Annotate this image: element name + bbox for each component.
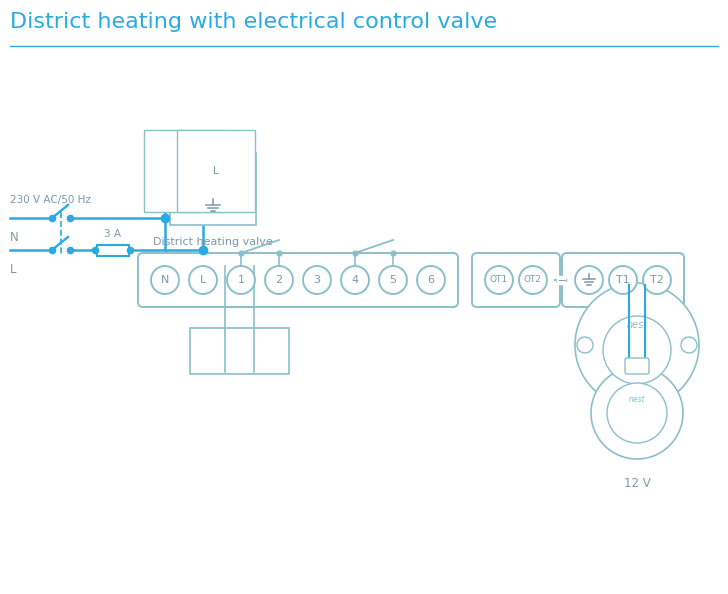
Text: N: N	[180, 166, 188, 176]
Circle shape	[265, 266, 293, 294]
Text: T2: T2	[650, 275, 664, 285]
Text: L: L	[213, 166, 219, 176]
Text: N: N	[10, 231, 19, 244]
Circle shape	[189, 266, 217, 294]
FancyBboxPatch shape	[138, 253, 458, 307]
Circle shape	[341, 266, 369, 294]
Text: Input power: Input power	[204, 345, 275, 358]
Text: 3: 3	[314, 275, 320, 285]
Text: nest: nest	[626, 320, 648, 330]
Circle shape	[577, 337, 593, 353]
Text: OT1: OT1	[490, 276, 508, 285]
Text: 5: 5	[389, 275, 397, 285]
Circle shape	[591, 367, 683, 459]
Circle shape	[575, 283, 699, 407]
Text: 4: 4	[352, 275, 359, 285]
Text: N: N	[161, 275, 169, 285]
Text: 1: 1	[237, 275, 245, 285]
Circle shape	[379, 266, 407, 294]
Circle shape	[603, 316, 671, 384]
Text: District heating valve: District heating valve	[153, 237, 273, 247]
Text: 12 V: 12 V	[624, 477, 650, 490]
Text: T1: T1	[616, 275, 630, 285]
FancyBboxPatch shape	[190, 328, 289, 374]
Circle shape	[575, 266, 603, 294]
Text: ─: ─	[558, 275, 564, 285]
Text: nest: nest	[629, 394, 645, 403]
Circle shape	[485, 266, 513, 294]
FancyBboxPatch shape	[170, 153, 256, 225]
Circle shape	[519, 266, 547, 294]
FancyBboxPatch shape	[97, 245, 129, 255]
Text: 230 V AC/50 Hz: 230 V AC/50 Hz	[10, 195, 91, 205]
Circle shape	[681, 337, 697, 353]
Text: 2: 2	[275, 275, 282, 285]
Text: OT2: OT2	[524, 276, 542, 285]
FancyBboxPatch shape	[472, 253, 560, 307]
FancyBboxPatch shape	[562, 253, 684, 307]
Text: L: L	[200, 275, 206, 285]
Circle shape	[151, 266, 179, 294]
Text: L: L	[10, 263, 17, 276]
Text: 3 A: 3 A	[104, 229, 121, 239]
Circle shape	[303, 266, 331, 294]
Text: District heating with electrical control valve: District heating with electrical control…	[10, 12, 497, 32]
Circle shape	[417, 266, 445, 294]
Circle shape	[643, 266, 671, 294]
Circle shape	[227, 266, 255, 294]
Circle shape	[609, 266, 637, 294]
FancyBboxPatch shape	[625, 358, 649, 374]
Circle shape	[607, 383, 667, 443]
Text: 6: 6	[427, 275, 435, 285]
